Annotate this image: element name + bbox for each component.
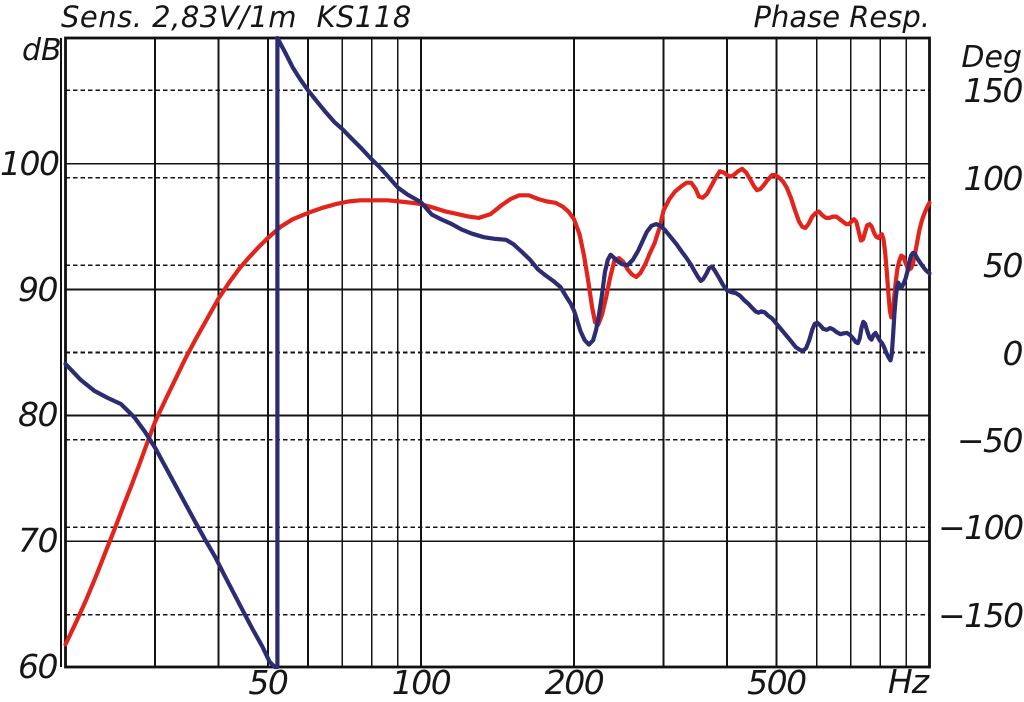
bottom-axis-unit: Hz xyxy=(887,662,929,701)
bottom-axis-tick-50: 50 xyxy=(248,663,289,702)
left-axis-tick-100: 100 xyxy=(0,143,60,183)
chart-title: Sens. 2,83V/1m KS118 xyxy=(61,0,412,34)
spl-curve xyxy=(63,166,932,647)
left-axis-tick-60: 60 xyxy=(18,647,59,686)
right-axis-unit: Deg xyxy=(961,40,1022,75)
right-axis-tick-0: 0 xyxy=(1002,333,1024,373)
phase-gridlines-dashed xyxy=(65,89,930,616)
phase-curve xyxy=(63,35,932,670)
bottom-axis-tick-500: 500 xyxy=(747,663,807,702)
right-axis-tick--100: −100 xyxy=(938,508,1024,548)
right-axis-tick-150: 150 xyxy=(963,71,1024,111)
bottom-axis-tick-200: 200 xyxy=(544,663,605,702)
phase-resp-title: Phase Resp. xyxy=(753,0,930,34)
plot-frame xyxy=(64,36,931,669)
right-axis-tick--150: −150 xyxy=(938,595,1024,635)
left-axis-unit: dB xyxy=(22,33,62,68)
left-axis-tick-80: 80 xyxy=(18,395,59,435)
db-gridlines xyxy=(65,162,930,543)
bottom-axis-tick-100: 100 xyxy=(391,663,452,702)
left-axis-tick-90: 90 xyxy=(18,269,59,309)
left-axis-tick-70: 70 xyxy=(18,521,59,561)
right-axis-tick--50: −50 xyxy=(956,420,1024,460)
right-axis-tick-100: 100 xyxy=(963,158,1024,198)
right-axis-tick-50: 50 xyxy=(983,246,1024,286)
